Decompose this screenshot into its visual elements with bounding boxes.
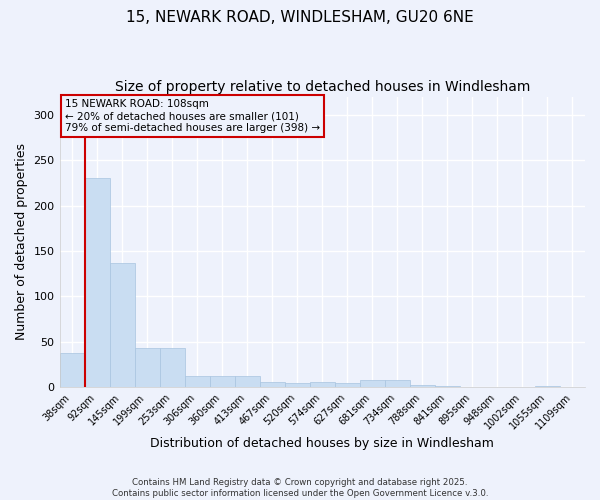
Bar bbox=[410, 384, 435, 388]
Bar bbox=[134, 348, 160, 388]
Bar bbox=[285, 383, 310, 388]
Bar bbox=[110, 263, 134, 388]
Bar bbox=[335, 383, 360, 388]
Bar bbox=[209, 376, 235, 388]
Bar bbox=[185, 376, 209, 388]
X-axis label: Distribution of detached houses by size in Windlesham: Distribution of detached houses by size … bbox=[151, 437, 494, 450]
Text: 15, NEWARK ROAD, WINDLESHAM, GU20 6NE: 15, NEWARK ROAD, WINDLESHAM, GU20 6NE bbox=[126, 10, 474, 25]
Bar bbox=[435, 386, 460, 388]
Bar bbox=[85, 178, 110, 388]
Bar bbox=[235, 376, 260, 388]
Title: Size of property relative to detached houses in Windlesham: Size of property relative to detached ho… bbox=[115, 80, 530, 94]
Bar bbox=[535, 386, 560, 388]
Bar bbox=[360, 380, 385, 388]
Bar bbox=[310, 382, 335, 388]
Bar bbox=[260, 382, 285, 388]
Bar bbox=[59, 353, 85, 388]
Text: 15 NEWARK ROAD: 108sqm
← 20% of detached houses are smaller (101)
79% of semi-de: 15 NEWARK ROAD: 108sqm ← 20% of detached… bbox=[65, 100, 320, 132]
Y-axis label: Number of detached properties: Number of detached properties bbox=[15, 144, 28, 340]
Bar bbox=[385, 380, 410, 388]
Text: Contains HM Land Registry data © Crown copyright and database right 2025.
Contai: Contains HM Land Registry data © Crown c… bbox=[112, 478, 488, 498]
Bar bbox=[160, 348, 185, 388]
